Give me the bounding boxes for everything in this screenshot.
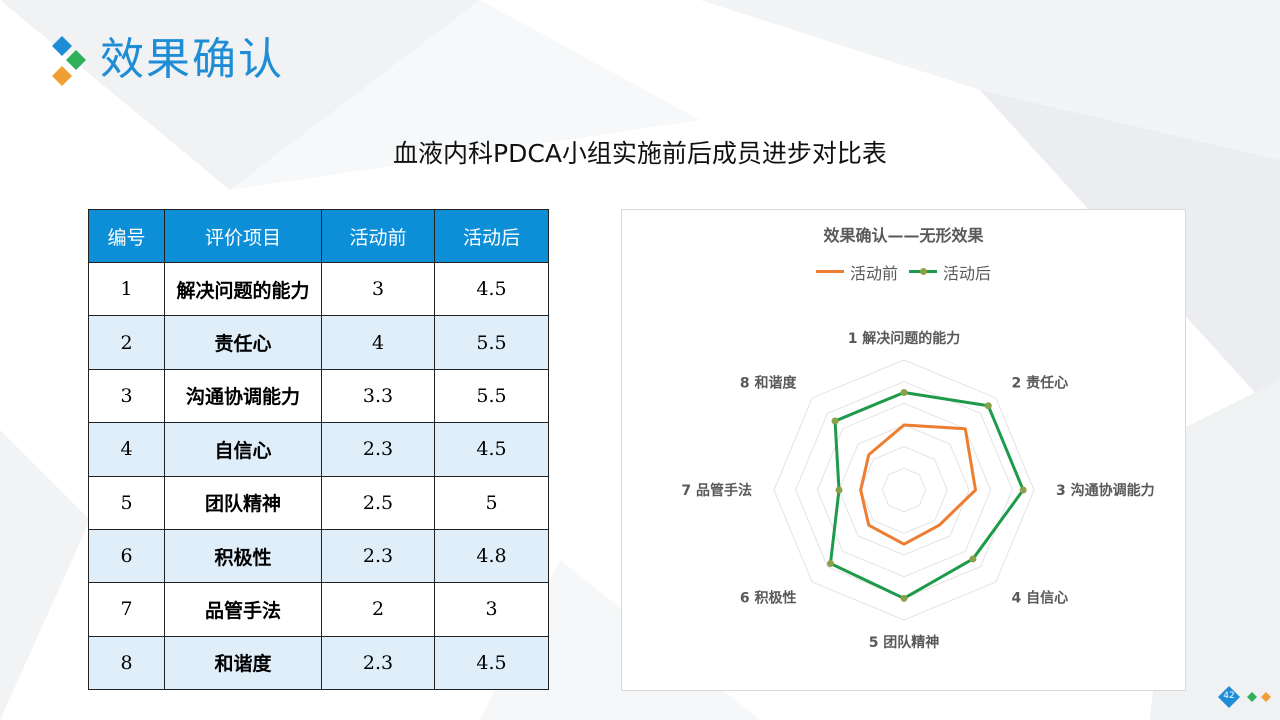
category-label: 1 解决问题的能力 (848, 330, 961, 347)
table-row: 3 沟通协调能力 3.3 5.5 (88, 368, 549, 424)
table-row: 2 责任心 4 5.5 (88, 315, 549, 370)
cell-before: 3 (321, 261, 435, 317)
category-label: 7 品管手法 (681, 482, 752, 499)
page-title: 效果确认 (100, 34, 284, 85)
cell-item: 和谐度 (164, 635, 322, 691)
chart-legend: 活动前 活动后 (622, 258, 1185, 284)
cell-before: 2.3 (321, 635, 435, 691)
cell-after: 4.8 (434, 528, 549, 584)
cell-item: 自信心 (164, 422, 322, 477)
cell-id: 4 (88, 422, 165, 477)
table-header-row: 编号 评价项目 活动前 活动后 (88, 209, 549, 263)
page-number-badge (1218, 686, 1240, 708)
cell-after: 4.5 (434, 261, 549, 317)
table-row: 5 团队精神 2.5 5 (88, 475, 549, 530)
radar-gridline (881, 467, 927, 513)
cell-item: 沟通协调能力 (164, 368, 322, 424)
radar-chart: 1 解决问题的能力 2 责任心 3 沟通协调能力 4 自信心 5 团队精神 6 积极性 7 … (621, 209, 1186, 691)
corner-diamonds-icon (1247, 692, 1271, 702)
category-label: 5 团队精神 (869, 634, 940, 651)
cell-id: 6 (88, 528, 165, 584)
table-row: 6 积极性 2.3 4.8 (88, 528, 549, 584)
cell-before: 4 (321, 315, 435, 370)
cell-item: 团队精神 (164, 475, 322, 530)
cell-after: 5.5 (434, 315, 549, 370)
table-row: 8 和谐度 2.3 4.5 (88, 635, 549, 691)
legend-item-after: 活动后 (909, 260, 991, 284)
cell-item: 品管手法 (164, 582, 322, 637)
cell-before: 2.3 (321, 528, 435, 584)
table-row: 4 自信心 2.3 4.5 (88, 422, 549, 477)
data-point (831, 417, 839, 425)
cell-after: 5.5 (434, 368, 549, 424)
page-number: 42 (1223, 691, 1235, 701)
category-label: 3 沟通协调能力 (1056, 482, 1155, 499)
cell-item: 积极性 (164, 528, 322, 584)
data-point (900, 594, 908, 602)
header-before: 活动前 (321, 209, 435, 263)
data-point (835, 486, 843, 494)
radar-plot: 1 解决问题的能力 2 责任心 3 沟通协调能力 4 自信心 5 团队精神 6 积极性 7 … (681, 330, 1155, 651)
cell-id: 2 (88, 315, 165, 370)
cell-before: 2.5 (321, 475, 435, 530)
cell-before: 2.3 (321, 422, 435, 477)
radar-gridline (838, 424, 970, 556)
cell-after: 4.5 (434, 422, 549, 477)
legend-label-before: 活动前 (849, 263, 898, 283)
table-title: 血液内科PDCA小组实施前后成员进步对比表 (393, 139, 887, 168)
cell-id: 1 (88, 261, 165, 317)
radar-gridline (860, 446, 948, 534)
category-label: 8 和谐度 (740, 375, 798, 392)
table-row: 7 品管手法 2 3 (88, 582, 549, 637)
data-point (900, 389, 908, 396)
cell-id: 3 (88, 368, 165, 424)
legend-label-after: 活动后 (943, 263, 992, 283)
category-label: 2 责任心 (1011, 375, 1068, 392)
cell-after: 5 (434, 475, 549, 530)
cell-item: 责任心 (164, 315, 322, 370)
category-label: 4 自信心 (1011, 589, 1068, 606)
data-point (826, 560, 834, 568)
logo-diamonds-icon (52, 36, 86, 86)
header-after: 活动后 (434, 209, 549, 263)
header-item: 评价项目 (164, 209, 322, 263)
radar-gridline (773, 359, 1035, 621)
cell-id: 7 (88, 582, 165, 637)
radar-gridline (816, 402, 992, 578)
legend-item-before: 活动前 (815, 260, 898, 284)
data-point (1019, 486, 1027, 494)
cell-before: 3.3 (321, 368, 435, 424)
cell-id: 5 (88, 475, 165, 530)
table-row: 1 解决问题的能力 3 4.5 (88, 261, 549, 317)
legend-swatch-after (909, 268, 938, 275)
cell-before: 2 (321, 582, 435, 637)
header-id: 编号 (88, 209, 165, 263)
data-point (969, 555, 977, 563)
category-label: 6 积极性 (740, 589, 797, 606)
cell-after: 3 (434, 582, 549, 637)
cell-after: 4.5 (434, 635, 549, 691)
cell-id: 8 (88, 635, 165, 691)
legend-swatch-before (815, 270, 844, 273)
cell-item: 解决问题的能力 (164, 261, 322, 317)
chart-title: 效果确认——无形效果 (823, 226, 984, 245)
data-point (984, 402, 992, 410)
series-line-1 (859, 423, 977, 546)
